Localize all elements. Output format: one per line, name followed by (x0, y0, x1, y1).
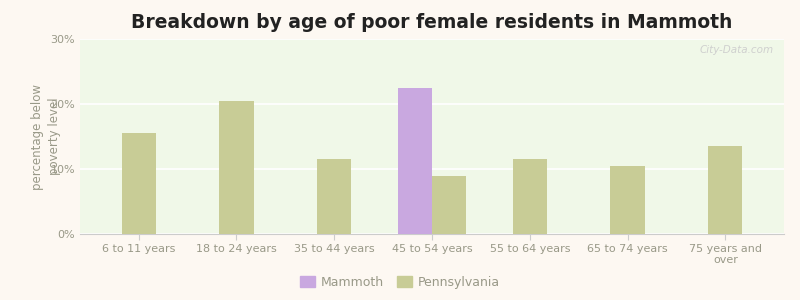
Y-axis label: percentage below
poverty level: percentage below poverty level (31, 83, 62, 190)
Bar (610, 166, 645, 234)
Legend: Mammoth, Pennsylvania: Mammoth, Pennsylvania (295, 271, 505, 294)
Bar (513, 159, 547, 234)
Bar (432, 176, 466, 234)
Bar (219, 101, 254, 234)
Bar (122, 133, 156, 234)
Bar (317, 159, 351, 234)
Text: City-Data.com: City-Data.com (699, 45, 774, 55)
Bar (708, 146, 742, 234)
Title: Breakdown by age of poor female residents in Mammoth: Breakdown by age of poor female resident… (131, 13, 733, 32)
Bar (398, 88, 432, 234)
